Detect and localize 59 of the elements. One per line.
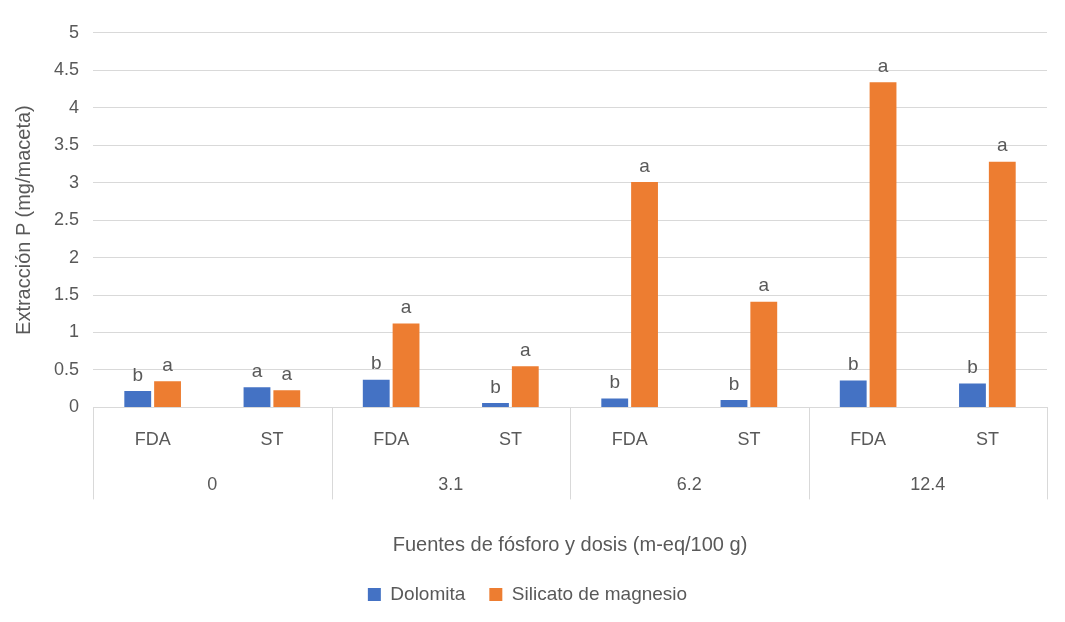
y-tick-label: 2.5	[53, 209, 80, 230]
text: 12.4	[910, 474, 946, 495]
y-axis-title: Extracción P (mg/maceta)	[11, 105, 34, 335]
x-tick-label: FDA	[850, 429, 887, 450]
bar	[392, 323, 420, 407]
y-tick-label: 4	[69, 96, 80, 117]
legend-label: Dolomita	[390, 582, 466, 604]
bar	[154, 381, 181, 407]
bar	[273, 390, 301, 407]
bar	[750, 301, 778, 407]
data-label: b	[370, 352, 382, 374]
x-tick-label: ST	[498, 429, 522, 450]
x-tick-label: FDA	[134, 429, 171, 450]
data-label: b	[490, 375, 501, 397]
y-tick-label: 5	[69, 21, 80, 42]
bar	[839, 380, 867, 407]
bar	[601, 398, 629, 407]
bar	[631, 181, 658, 407]
y-tick-label: 4.5	[53, 59, 80, 80]
data-label: a	[251, 359, 263, 381]
y-tick-label: 0.5	[53, 358, 80, 379]
bar	[362, 379, 390, 407]
data-label: a	[877, 54, 889, 76]
data-label: b	[967, 356, 978, 378]
data-label: b	[609, 371, 621, 393]
bar	[243, 387, 271, 407]
bar	[482, 402, 509, 407]
bar	[869, 82, 897, 407]
text: 0	[207, 474, 218, 495]
y-tick-label: 0	[69, 396, 80, 417]
data-label: b	[728, 372, 740, 394]
data-label: a	[758, 274, 770, 296]
data-label: a	[162, 353, 174, 375]
y-tick-label: 2	[69, 246, 80, 267]
bar	[511, 366, 539, 407]
y-tick-label: 1.5	[53, 283, 80, 304]
data-label: a	[281, 362, 293, 384]
bar	[959, 383, 986, 407]
bar	[988, 161, 1016, 407]
bar	[720, 399, 748, 407]
y-tick-label: 1	[69, 321, 80, 342]
legend-label: Silicato de magnesio	[511, 582, 688, 604]
data-label: b	[847, 353, 859, 375]
x-tick-label: ST	[975, 429, 999, 450]
data-label: b	[132, 363, 144, 385]
x-tick-label: FDA	[373, 429, 410, 450]
y-tick-label: 3.5	[53, 134, 80, 155]
x-axis-title: Fuentes de fósforo y dosis (m-eq/100 g)	[392, 532, 748, 555]
data-label: a	[400, 296, 412, 318]
data-label: a	[520, 338, 531, 360]
x-tick-label: ST	[737, 429, 761, 450]
x-tick-label: FDA	[611, 429, 648, 450]
y-tick-label: 3	[69, 171, 80, 192]
x-tick-label: ST	[260, 429, 284, 450]
data-label: a	[639, 154, 651, 176]
text: 3.1	[438, 474, 464, 495]
text: 6.2	[676, 474, 702, 495]
bar	[124, 390, 152, 407]
data-label: a	[996, 134, 1008, 156]
